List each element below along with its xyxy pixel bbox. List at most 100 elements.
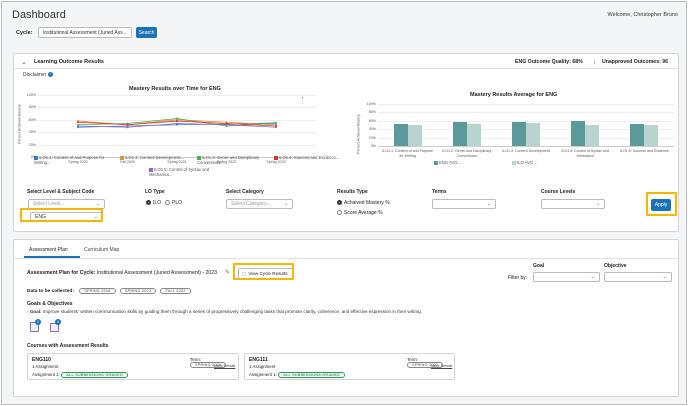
legend-item[interactable]: ILO1.3: Genre and Disciplinary Conventio… — [197, 155, 269, 165]
disclaimer-label[interactable]: Disclaimer i — [23, 72, 53, 78]
data-point[interactable] — [176, 117, 178, 120]
data-point[interactable] — [126, 123, 129, 126]
bar[interactable] — [571, 121, 586, 146]
objective-filter-label: Objective — [604, 263, 627, 269]
chevron-down-icon: ⌄ — [662, 274, 667, 280]
legend-label: ENG AVG... — [439, 160, 462, 165]
data-point[interactable] — [126, 126, 129, 129]
course-card[interactable]: ENG111 1 Assignment Term: SPRING 2022 Mo… — [244, 353, 455, 380]
apply-button[interactable]: Apply — [651, 199, 671, 211]
line-chart-svg — [77, 117, 277, 129]
chart-menu-icon[interactable]: ▪ — [302, 95, 304, 100]
lo-type-label: LO Type — [145, 189, 165, 195]
data-point[interactable] — [77, 121, 79, 124]
results-score-radio[interactable]: Score Average % — [337, 210, 383, 216]
line-chart-title: Mastery Results over Time for ENG — [129, 86, 221, 92]
document-icon: ▢ — [242, 270, 247, 276]
data-point[interactable] — [275, 126, 277, 129]
x-tick-label: ILO1.5: Sources and Evidence — [620, 149, 669, 153]
filter-by-label: Filter by: — [508, 275, 528, 281]
x-tick-label: ILO1.1: Content of and Purpose for Writi… — [382, 149, 433, 158]
legend-label: ILO1.2: Content Development... — [125, 155, 184, 160]
x-tick-label: ILO1.4: Control of Syntax and Mechanics — [561, 149, 609, 158]
bar[interactable] — [630, 124, 645, 146]
bar-chart-ylabel: Percent Achieved Mastery — [356, 114, 361, 154]
bar[interactable] — [644, 125, 659, 146]
level-select[interactable]: Select Level... ⌄ — [28, 199, 105, 209]
legend-label: ILO1.4: Sources and Evidence... — [279, 155, 340, 160]
legend-item[interactable]: ENG AVG... — [434, 160, 461, 165]
bar[interactable] — [526, 122, 540, 146]
course-code: ENG111 — [249, 357, 268, 363]
lo-type-plo-radio[interactable]: PLO — [165, 200, 182, 206]
bar[interactable] — [512, 122, 526, 146]
data-point[interactable] — [176, 122, 178, 125]
level-subject-label: Select Level & Subject Code — [27, 189, 95, 195]
outcomes-icon[interactable]: 4 — [50, 319, 61, 332]
lo-type-ilo-radio[interactable]: ILO — [146, 200, 161, 206]
category-select-placeholder: Select Category... — [231, 201, 271, 207]
terms-select[interactable]: ⌄ — [432, 199, 496, 209]
subject-select[interactable]: ENG ⌄ — [30, 212, 103, 222]
legend-item[interactable]: ILO1.5: Control of Syntax and Mechanics.… — [149, 167, 221, 177]
results-type-label: Results Type — [337, 189, 368, 195]
legend-item[interactable]: ILO1.4: Sources and Evidence... — [274, 155, 346, 160]
assignment-status-row: Assignment 1: ALL SUBMISSIONS GRADED — [32, 372, 128, 378]
plan-title: Assessment Plan for Cycle: Institutional… — [27, 270, 218, 276]
bar[interactable] — [585, 125, 600, 146]
y-tick-label: 20% — [368, 135, 376, 140]
data-point[interactable] — [176, 120, 178, 123]
bar[interactable] — [466, 123, 481, 146]
y-tick-label: 60% — [368, 118, 376, 123]
course-card[interactable]: ENG110 1 Assignment Term: SPRING 2024 Mo… — [27, 353, 239, 380]
y-tick-label: 0% — [370, 144, 376, 148]
cycle-select-value: Institutional Assessment (Juried Asses — [43, 29, 123, 36]
radio-unselected-icon — [337, 210, 342, 216]
outcome-quality: ENG Outcome Quality: 68% — [515, 59, 583, 65]
bar[interactable] — [407, 125, 422, 146]
chevron-down-icon: ⌄ — [122, 29, 127, 36]
chevron-right-icon[interactable]: › — [27, 309, 29, 314]
tab-curriculum-map[interactable]: Curriculum Map — [84, 247, 120, 253]
data-point[interactable] — [275, 122, 277, 125]
cycle-label: Cycle: — [16, 30, 33, 36]
cycle-select[interactable]: Institutional Assessment (Juried Asses ⌄ — [38, 27, 132, 38]
legend-label: ILO1.5: Control of Syntax and Mechanics.… — [149, 167, 210, 177]
radio-selected-icon — [337, 200, 342, 206]
level-select-placeholder: Select Level... — [33, 201, 65, 207]
data-collected-row: Data to be collected: SPRING 2018 SPRING… — [27, 288, 194, 294]
bar[interactable] — [452, 122, 467, 146]
course-term: Term: SPRING 2022 — [407, 357, 454, 368]
objective-filter-select[interactable]: ⌄ — [604, 272, 672, 282]
header-separator: | — [594, 59, 596, 65]
course-levels-select[interactable]: ⌄ — [541, 199, 605, 209]
collapse-chevron-icon[interactable]: ⌄ — [21, 59, 27, 66]
category-select[interactable]: Select Category... ⌄ — [226, 199, 293, 209]
more-details-link[interactable]: More Details — [431, 364, 453, 368]
more-details-link[interactable]: More Details — [214, 364, 236, 368]
tab-assessment-plan[interactable]: Assessment Plan — [29, 247, 68, 253]
chevron-down-icon: ⌄ — [283, 201, 288, 207]
results-achieved-radio[interactable]: Achieved Mastery % — [337, 200, 390, 206]
data-point[interactable] — [225, 123, 228, 126]
y-tick-label: 100% — [366, 102, 376, 106]
search-button[interactable]: Search — [136, 27, 157, 38]
legend-item[interactable]: ILO1.2: Content Development... — [120, 155, 192, 160]
assignment-status-row: Assignment 1: ALL SUBMISSIONS GRADED — [249, 372, 345, 378]
x-tick-label: Spring 2023 — [266, 160, 286, 164]
edit-pencil-icon[interactable]: ✎ — [225, 270, 231, 276]
term-pill: SPRING 2018 — [79, 288, 116, 294]
bar[interactable] — [393, 124, 408, 146]
view-cycle-results-button[interactable]: ▢ View Cycle Results — [238, 268, 294, 279]
info-icon[interactable]: i — [47, 72, 53, 78]
data-point[interactable] — [77, 125, 79, 127]
chevron-down-icon: ⌄ — [93, 214, 98, 220]
y-tick-label: 40% — [28, 130, 36, 135]
goals-heading: Goals & Objectives — [27, 301, 73, 307]
radio-unselected-icon — [165, 200, 170, 206]
objectives-icon[interactable]: 2 — [30, 319, 41, 332]
goal-filter-select[interactable]: ⌄ — [533, 272, 600, 282]
legend-item[interactable]: ILO1.1: Content of and Purpose for Writi… — [34, 155, 106, 165]
legend-item[interactable]: ILO AVG... — [512, 160, 537, 165]
